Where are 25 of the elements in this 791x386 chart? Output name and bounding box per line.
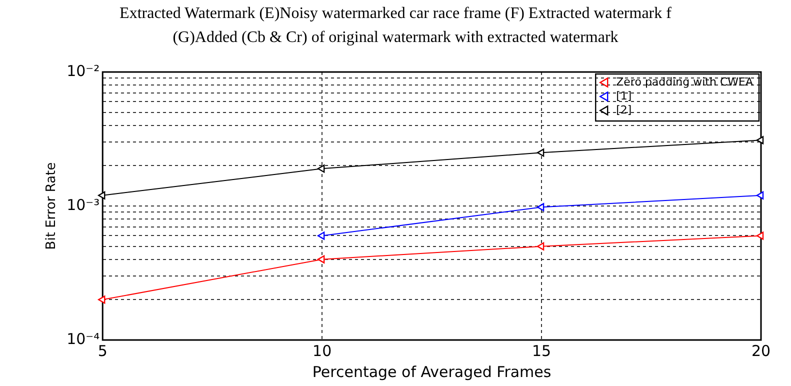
y-tick-label: 10⁻² [66,62,100,80]
text: Extracted Watermark (E)Noisy watermarked car race frame (F) Extracted watermark f [118,4,672,24]
text: (G)Added (Cb & Cr) of original watermark with extracted watermark [172,28,620,48]
point [756,191,764,200]
point [536,203,544,212]
x-axis-title: Percentage of Averaged Frames [312,362,552,381]
x-tick-label: 5 [98,342,108,360]
y-tick-label: 10⁻⁴ [66,330,100,348]
point [536,148,544,157]
legend-label: Zero padding with CWEA [616,75,754,88]
x-tick-label: 10 [312,342,332,360]
point [98,191,106,200]
point [317,232,325,240]
legend-label: [2] [616,103,632,116]
y-tick-label: 10⁻³ [66,196,100,214]
x-tick-label: 15 [532,342,552,360]
y-axis-title: Bit Error Rate [44,162,60,250]
point [317,164,325,173]
point [756,232,764,240]
point [536,242,544,250]
point [317,255,325,264]
point [756,136,764,144]
point [98,296,106,304]
legend-label: [1] [616,89,632,102]
x-tick-label: 20 [751,342,771,360]
